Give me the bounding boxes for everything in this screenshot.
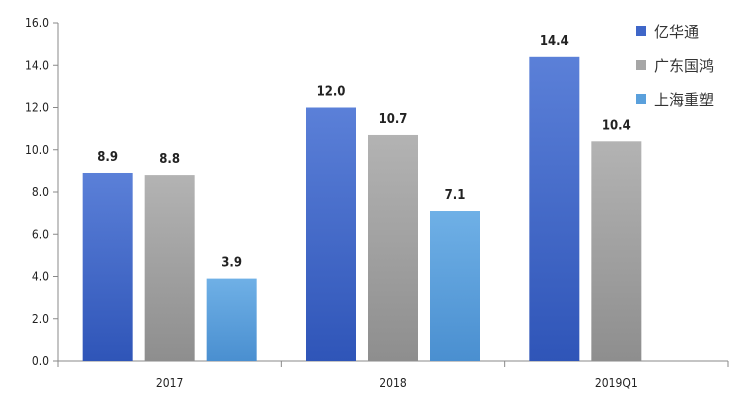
data-label: 12.0 [317,85,346,100]
bars [82,56,642,362]
legend-swatch [636,60,646,70]
y-tick-label: 16.0 [25,16,49,30]
data-label: 10.7 [379,112,408,127]
data-label: 3.9 [221,256,242,271]
data-label: 8.9 [97,150,118,165]
x-tick-label: 2018 [379,376,407,390]
x-tick-label: 2017 [156,376,183,390]
legend-label: 亿华通 [654,23,699,41]
axes: 0.0 2.0 4.0 6.0 8.0 10.0 12.0 14.0 16.0 2017 2018 2… [25,16,729,390]
data-labels: 8.9 12.0 14.4 8.8 10.7 10.4 3.9 7.1 [97,34,630,271]
bar-3-2018 [430,211,480,361]
legend-swatch [636,26,646,36]
y-tick-label: 10.0 [25,143,49,157]
y-tick-label: 4.0 [32,270,49,284]
y-tick-label: 0.0 [32,354,49,368]
x-tick-label: 2019Q1 [595,376,638,390]
y-tick-label: 2.0 [32,312,49,326]
data-label: 10.4 [602,118,631,133]
data-label: 7.1 [445,188,466,203]
legend-swatch [636,94,646,104]
bar-1-2018 [306,107,356,361]
bar-1-2017 [82,172,133,361]
legend-label: 广东国鸿 [654,57,714,75]
legend-label: 上海重塑 [654,91,714,109]
bar-1-2019Q1 [529,56,580,362]
bar-3-2017 [206,278,257,361]
y-tick-label: 12.0 [25,101,49,115]
bar-2-2019Q1 [591,141,642,361]
data-label: 14.4 [540,34,569,49]
bar-2-2018 [368,134,418,361]
bar-2-2017 [144,175,195,361]
y-tick-label: 14.0 [25,58,49,72]
y-tick-label: 8.0 [32,185,49,199]
y-tick-label: 6.0 [32,227,49,241]
data-label: 8.8 [159,152,180,167]
